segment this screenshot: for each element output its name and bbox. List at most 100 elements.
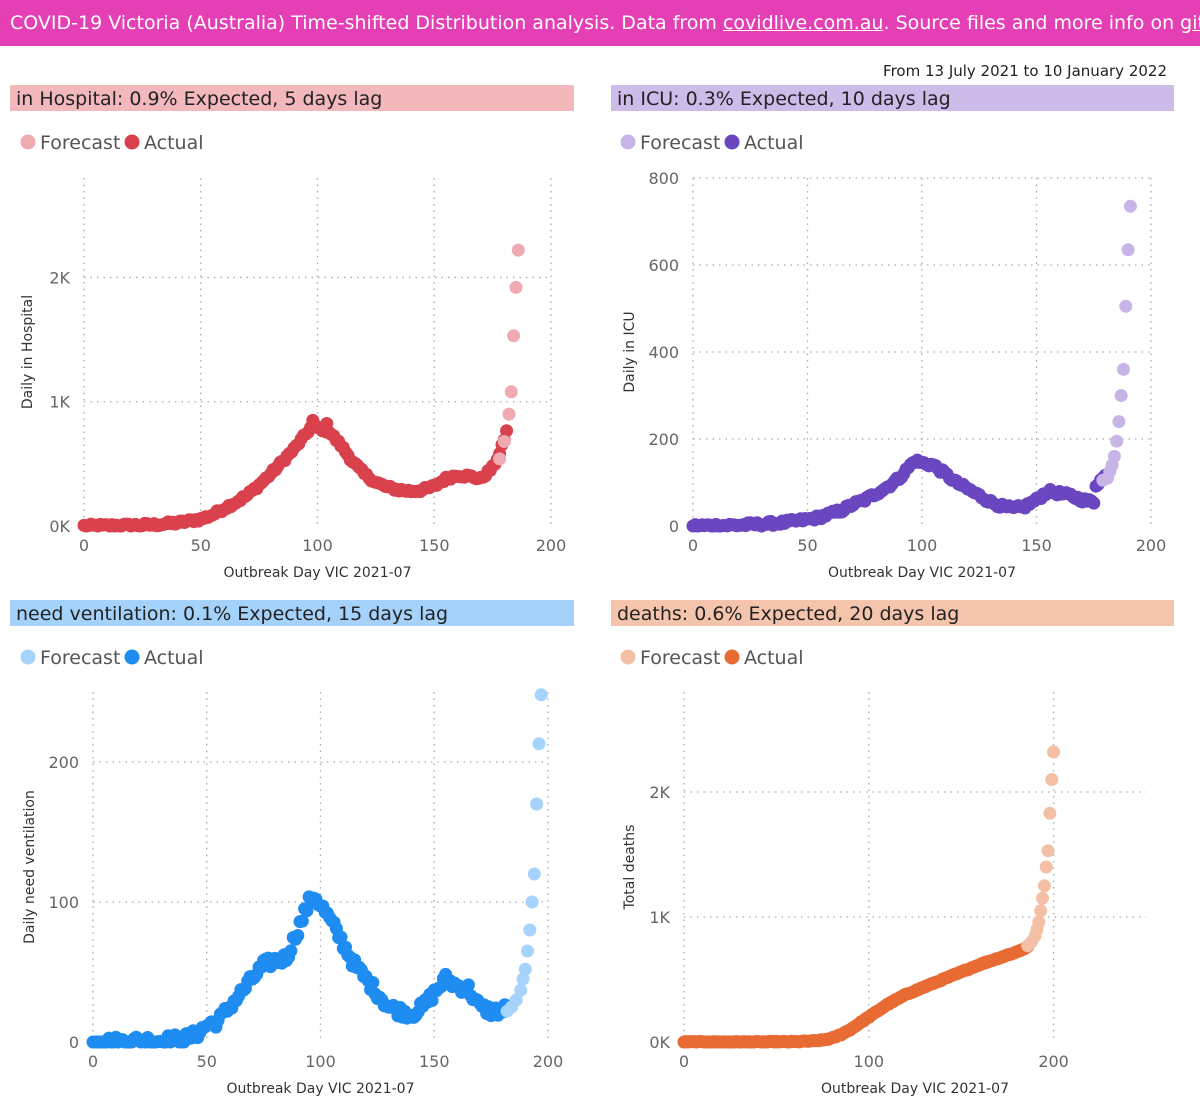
panel-title-bar — [611, 85, 1174, 111]
y-tick-label: 1K — [649, 908, 670, 927]
x-tick-label: 0 — [688, 536, 698, 555]
data-point-forecast — [509, 993, 523, 1007]
data-point-forecast — [534, 688, 548, 702]
data-point-forecast — [1119, 299, 1133, 313]
data-point-forecast — [1039, 860, 1053, 874]
panel-title: need ventilation: 0.1% Expected, 15 days… — [16, 603, 448, 625]
series-actual — [77, 413, 514, 533]
y-tick-label: 0 — [69, 1033, 79, 1052]
y-axis-title: Total deaths — [622, 825, 638, 911]
github-link[interactable]: github — [1180, 12, 1200, 34]
chart-panel-hospital: in Hospital: 0.9% Expected, 5 days lag Fo… — [10, 85, 574, 581]
data-point-forecast — [1117, 362, 1130, 376]
x-tick-label: 200 — [1136, 536, 1167, 555]
panel-title-bar — [611, 600, 1174, 626]
data-point-forecast — [507, 329, 521, 343]
legend-actual-label: Actual — [144, 132, 204, 154]
legend-forecast-marker — [20, 134, 36, 150]
data-point-actual — [461, 978, 475, 992]
series-forecast — [1096, 199, 1137, 487]
y-tick-label: 200 — [48, 753, 79, 772]
data-point-forecast — [1045, 773, 1059, 786]
data-point-forecast — [1107, 449, 1121, 463]
panel-title-bar — [10, 600, 574, 626]
x-tick-label: 50 — [797, 536, 817, 555]
data-point-forecast — [1034, 904, 1048, 918]
x-tick-label: 100 — [305, 1052, 336, 1071]
y-tick-label: 0K — [49, 517, 70, 536]
legend-forecast-label: Forecast — [640, 647, 720, 669]
legend-forecast-marker — [20, 649, 36, 665]
y-tick-label: 2K — [49, 268, 70, 287]
legend-actual-marker — [724, 134, 740, 150]
series-actual — [86, 890, 514, 1049]
x-tick-label: 150 — [419, 536, 450, 555]
x-tick-label: 200 — [533, 1052, 564, 1071]
data-point-forecast — [1110, 434, 1124, 448]
data-point-actual — [425, 994, 439, 1008]
data-point-forecast — [1114, 389, 1128, 402]
data-point-forecast — [1121, 243, 1135, 257]
y-tick-label: 100 — [48, 893, 79, 912]
x-tick-label: 50 — [191, 536, 211, 555]
date-range-label: From 13 July 2021 to 10 January 2022 — [883, 62, 1167, 80]
legend-forecast-marker — [620, 649, 636, 665]
legend-actual-marker — [124, 134, 140, 150]
x-tick-label: 200 — [536, 536, 567, 555]
x-tick-label: 150 — [1021, 536, 1052, 555]
legend-actual-label: Actual — [744, 647, 804, 669]
data-point-forecast — [497, 435, 511, 448]
x-tick-label: 100 — [907, 536, 938, 555]
data-point-forecast — [527, 867, 541, 881]
legend-actual-label: Actual — [744, 132, 804, 154]
x-axis-title: Outbreak Day VIC 2021-07 — [227, 1081, 415, 1097]
data-point-forecast — [516, 972, 530, 986]
data-point-forecast — [521, 944, 534, 958]
x-tick-label: 0 — [88, 1052, 98, 1071]
chart-panel-deaths: deaths: 0.6% Expected, 20 days lag Foreca… — [611, 600, 1174, 1097]
data-point-forecast — [532, 737, 546, 751]
legend-actual-marker — [124, 649, 140, 665]
data-point-actual — [500, 424, 514, 438]
data-point-forecast — [1123, 199, 1137, 213]
data-point-forecast — [511, 243, 525, 257]
legend-forecast-label: Forecast — [40, 132, 120, 154]
series-actual — [677, 940, 1035, 1049]
x-tick-label: 0 — [679, 1052, 689, 1071]
x-axis-title: Outbreak Day VIC 2021-07 — [821, 1081, 1009, 1097]
series-forecast — [493, 243, 525, 466]
data-point-forecast — [1043, 806, 1057, 820]
panel-title-bar — [10, 85, 574, 111]
y-tick-label: 0K — [649, 1033, 670, 1052]
data-point-forecast — [1041, 844, 1055, 858]
legend-actual-label: Actual — [144, 647, 204, 669]
data-point-actual — [334, 930, 348, 944]
data-point-actual — [284, 944, 298, 958]
data-point-forecast — [1112, 415, 1126, 429]
panel-title: deaths: 0.6% Expected, 20 days lag — [617, 603, 959, 625]
data-point-actual — [291, 929, 305, 942]
x-tick-label: 100 — [302, 536, 333, 555]
x-axis-title: Outbreak Day VIC 2021-07 — [224, 565, 412, 581]
x-axis-title: Outbreak Day VIC 2021-07 — [828, 565, 1016, 581]
chart-panel-vent: need ventilation: 0.1% Expected, 15 days… — [10, 600, 574, 1097]
y-axis-title: Daily need ventilation — [22, 790, 38, 944]
banner-text-prefix: COVID-19 Victoria (Australia) Time-shift… — [10, 12, 723, 34]
y-tick-label: 800 — [648, 169, 679, 188]
series-forecast — [500, 688, 548, 1018]
header-banner: COVID-19 Victoria (Australia) Time-shift… — [0, 0, 1200, 46]
series-forecast — [1021, 745, 1061, 953]
legend-forecast-label: Forecast — [40, 647, 120, 669]
y-tick-label: 600 — [648, 256, 679, 275]
legend-forecast-marker — [620, 134, 636, 150]
y-tick-label: 400 — [648, 343, 679, 362]
data-point-forecast — [530, 797, 544, 811]
data-point-forecast — [514, 983, 528, 997]
banner-text-middle: . Source files and more info on — [883, 12, 1181, 34]
data-point-forecast — [518, 962, 532, 976]
y-axis-title: Daily in ICU — [622, 311, 638, 392]
data-point-actual — [320, 417, 334, 430]
data-point-forecast — [493, 452, 507, 466]
covidlive-link[interactable]: covidlive.com.au — [722, 12, 884, 34]
